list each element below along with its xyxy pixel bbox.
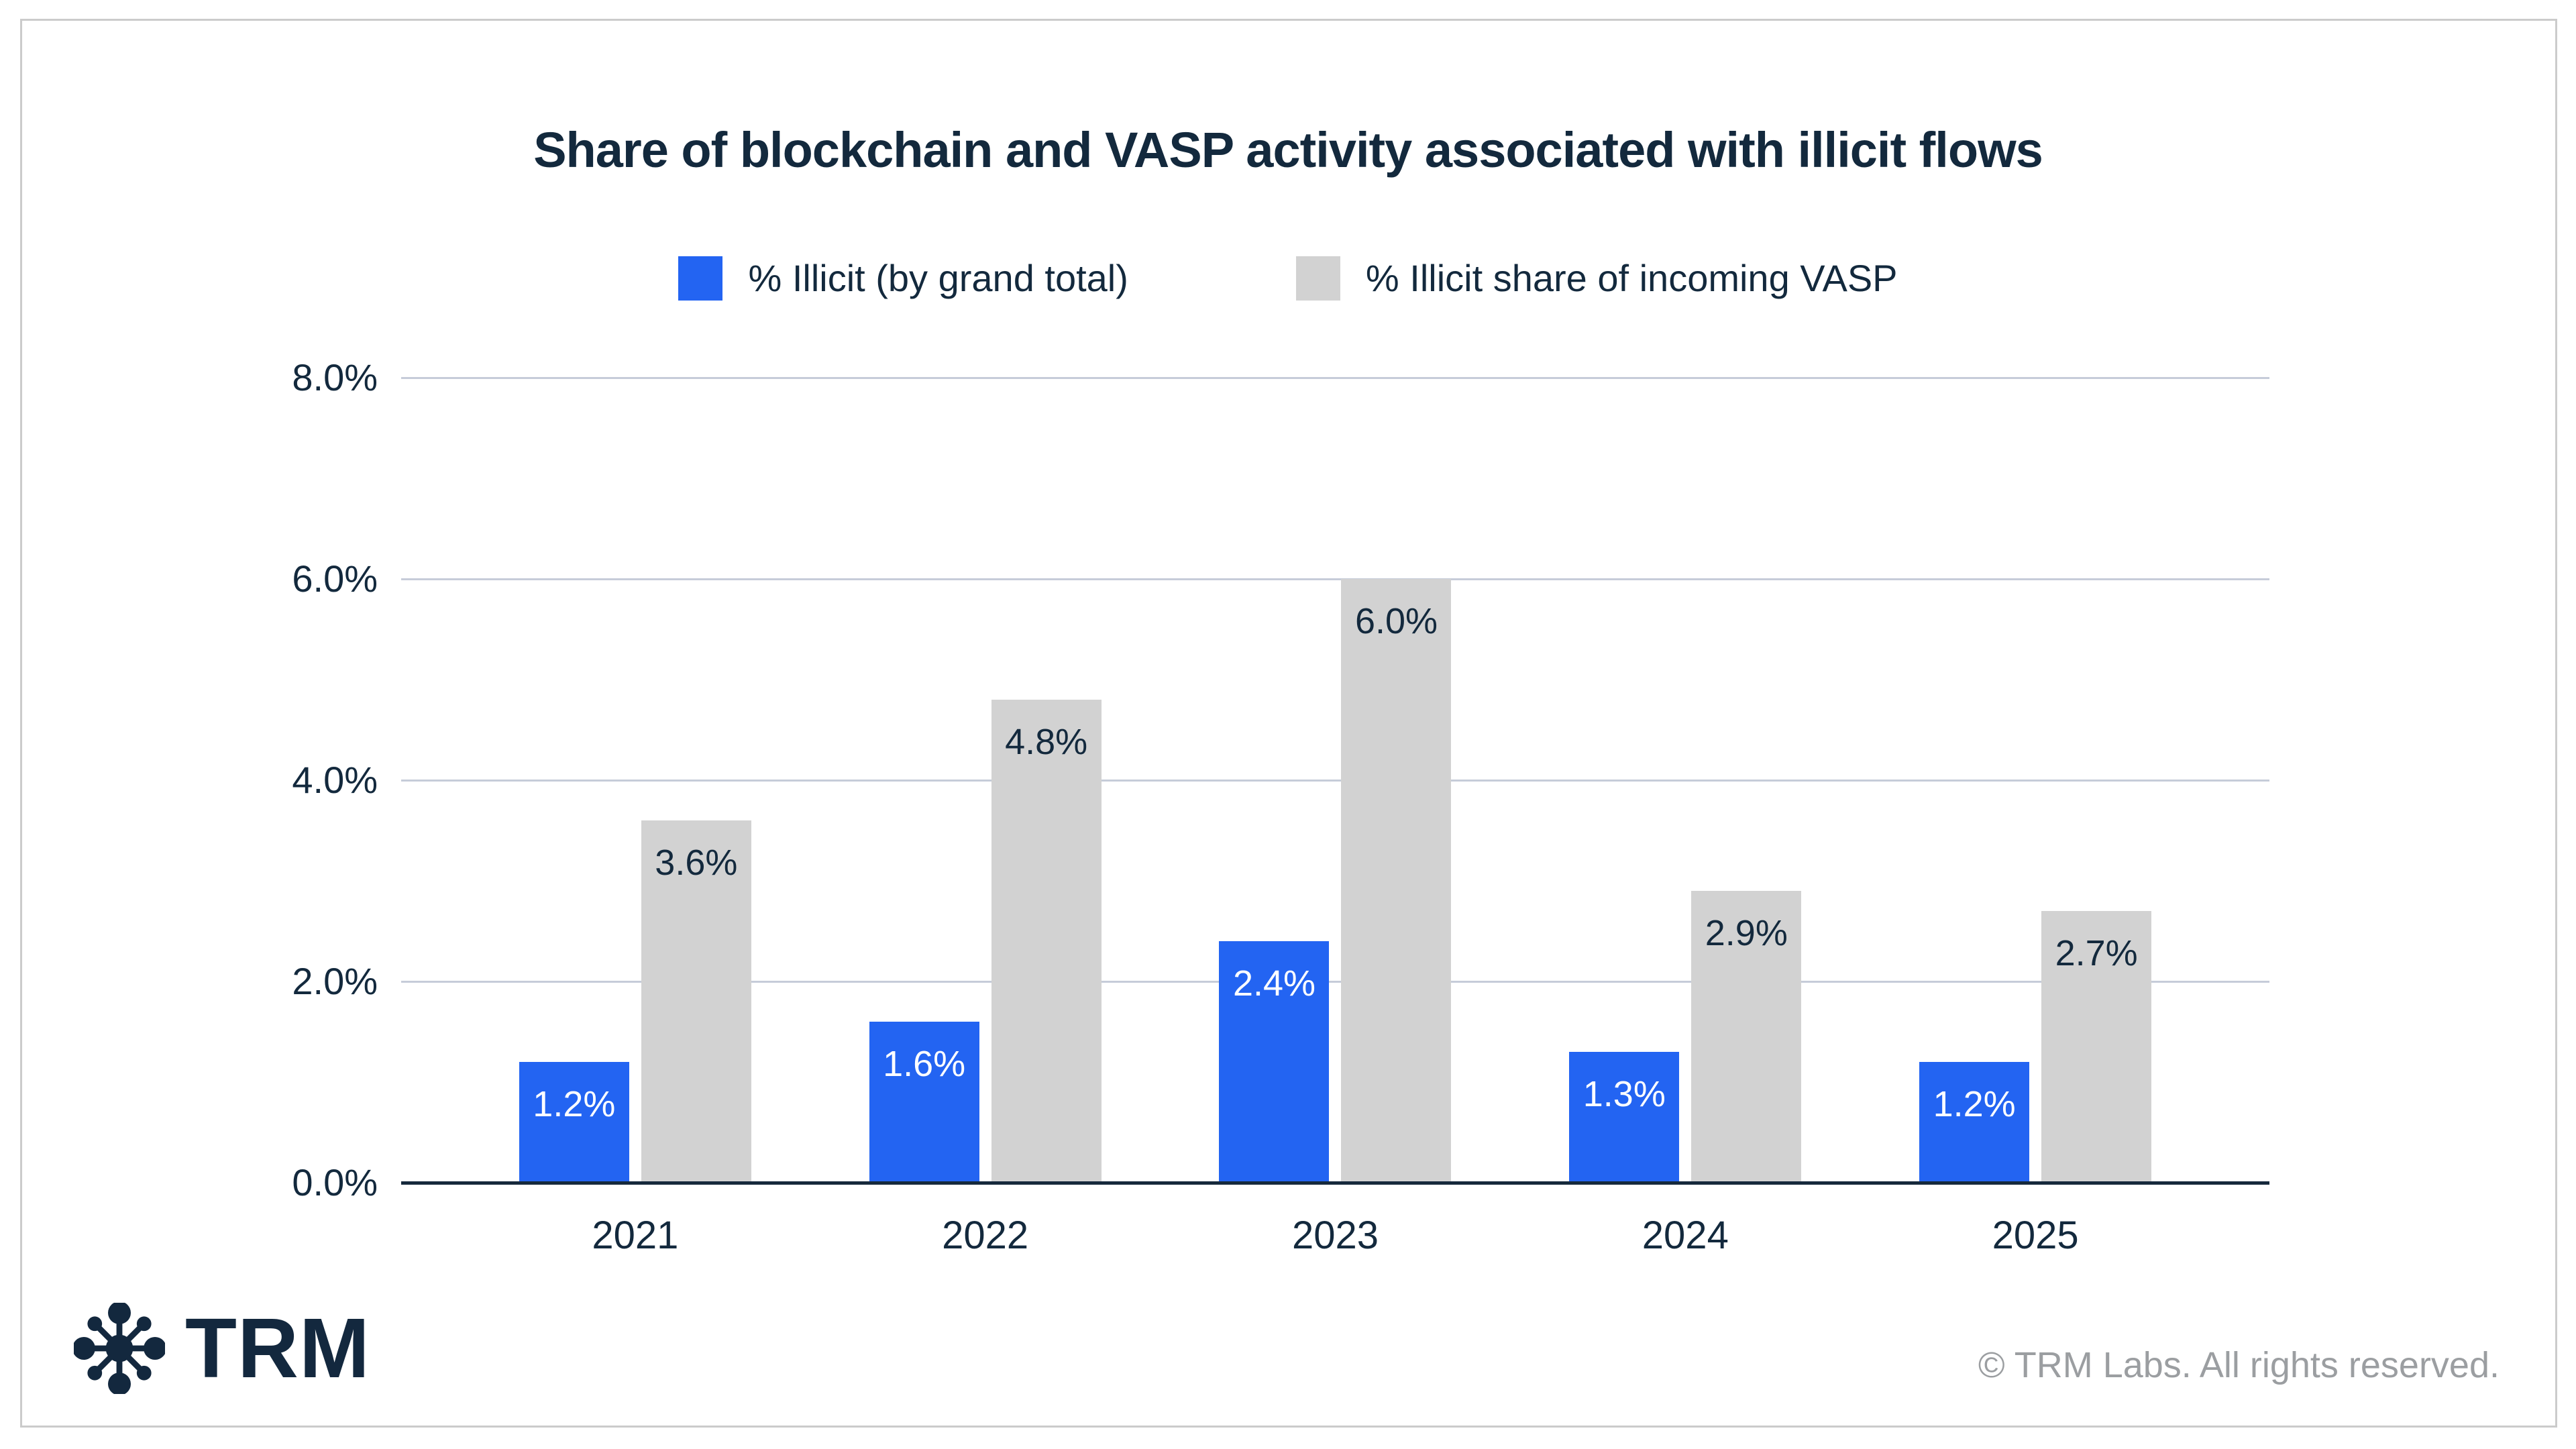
bar-group-2021: 1.2% 3.6% 2021 xyxy=(519,378,751,1257)
bar-2023--illicit-share-of-incoming-vasp: 6.0% xyxy=(1341,579,1452,1183)
trm-molecule-logo-icon xyxy=(74,1303,165,1394)
gridline-8.0% xyxy=(401,377,2269,379)
bar-2024--illicit-share-of-incoming-vasp: 2.9% xyxy=(1691,891,1802,1183)
bar-value-label: 1.2% xyxy=(1933,1084,2016,1124)
x-axis-label-2025: 2025 xyxy=(1992,1214,2079,1257)
bar-value-label: 2.9% xyxy=(1705,913,1788,953)
bar-2025--illicit-by-grand-total-: 1.2% xyxy=(1919,1062,2030,1183)
gridline-2.0% xyxy=(401,981,2269,983)
gridline-6.0% xyxy=(401,578,2269,580)
legend-label: % Illicit (by grand total) xyxy=(748,257,1128,299)
y-axis-label-4.0%: 4.0% xyxy=(292,759,378,801)
bar-group-2025: 1.2% 2.7% 2025 xyxy=(1919,378,2152,1257)
bar-value-label: 2.7% xyxy=(2055,933,2138,973)
bar-value-label: 1.6% xyxy=(883,1044,966,1084)
x-axis-label-2022: 2022 xyxy=(942,1214,1029,1257)
y-axis-label-6.0%: 6.0% xyxy=(292,557,378,600)
chart-title: Share of blockchain and VASP activity as… xyxy=(533,122,2043,178)
brand-lockup: TRM xyxy=(74,1303,370,1394)
bar-group-2023: 2.4% 6.0% 2023 xyxy=(1219,378,1452,1257)
bar-value-label: 4.8% xyxy=(1005,722,1088,762)
x-axis-label-2023: 2023 xyxy=(1291,1214,1379,1257)
legend-item-illicit-share-incoming-vasp: % Illicit share of incoming VASP xyxy=(1295,256,1898,301)
legend-swatch-gray xyxy=(1295,256,1340,301)
legend: % Illicit (by grand total) % Illicit sha… xyxy=(0,256,2576,301)
bar-2024--illicit-by-grand-total-: 1.3% xyxy=(1569,1052,1680,1183)
bar-2021--illicit-by-grand-total-: 1.2% xyxy=(519,1062,629,1183)
gridline-4.0% xyxy=(401,780,2269,782)
bars-row: 1.2% 3.6% 2021 1.6% 4.8% 2022 2.4% 6.0% 2023 1.3%… xyxy=(401,378,2269,1257)
legend-swatch-blue xyxy=(678,256,723,301)
bar-value-label: 1.3% xyxy=(1582,1074,1666,1114)
bar-group-2022: 1.6% 4.8% 2022 xyxy=(869,378,1102,1257)
bar-2022--illicit-share-of-incoming-vasp: 4.8% xyxy=(991,700,1102,1183)
x-axis-label-2021: 2021 xyxy=(592,1214,679,1257)
bar-2022--illicit-by-grand-total-: 1.6% xyxy=(869,1022,979,1183)
brand-wordmark: TRM xyxy=(185,1301,370,1395)
bar-2025--illicit-share-of-incoming-vasp: 2.7% xyxy=(2041,911,2152,1183)
legend-label: % Illicit share of incoming VASP xyxy=(1365,257,1898,299)
bar-group-2024: 1.3% 2.9% 2024 xyxy=(1569,378,1802,1257)
y-axis-label-0.0%: 0.0% xyxy=(292,1161,378,1203)
legend-item-illicit-grand-total: % Illicit (by grand total) xyxy=(678,256,1128,301)
bar-value-label: 3.6% xyxy=(655,843,738,883)
x-axis-label-2024: 2024 xyxy=(1642,1214,1729,1257)
bar-value-label: 2.4% xyxy=(1232,963,1316,1004)
copyright-notice: © TRM Labs. All rights reserved. xyxy=(1978,1345,2500,1385)
chart-card-border xyxy=(20,19,2557,1428)
bar-value-label: 1.2% xyxy=(533,1084,616,1124)
bar-value-label: 6.0% xyxy=(1354,601,1438,641)
y-axis-label-2.0%: 2.0% xyxy=(292,960,378,1002)
bar-2023--illicit-by-grand-total-: 2.4% xyxy=(1219,941,1330,1183)
y-axis-label-8.0%: 8.0% xyxy=(292,356,378,398)
bar-2021--illicit-share-of-incoming-vasp: 3.6% xyxy=(641,820,751,1183)
x-axis-baseline xyxy=(401,1181,2269,1185)
